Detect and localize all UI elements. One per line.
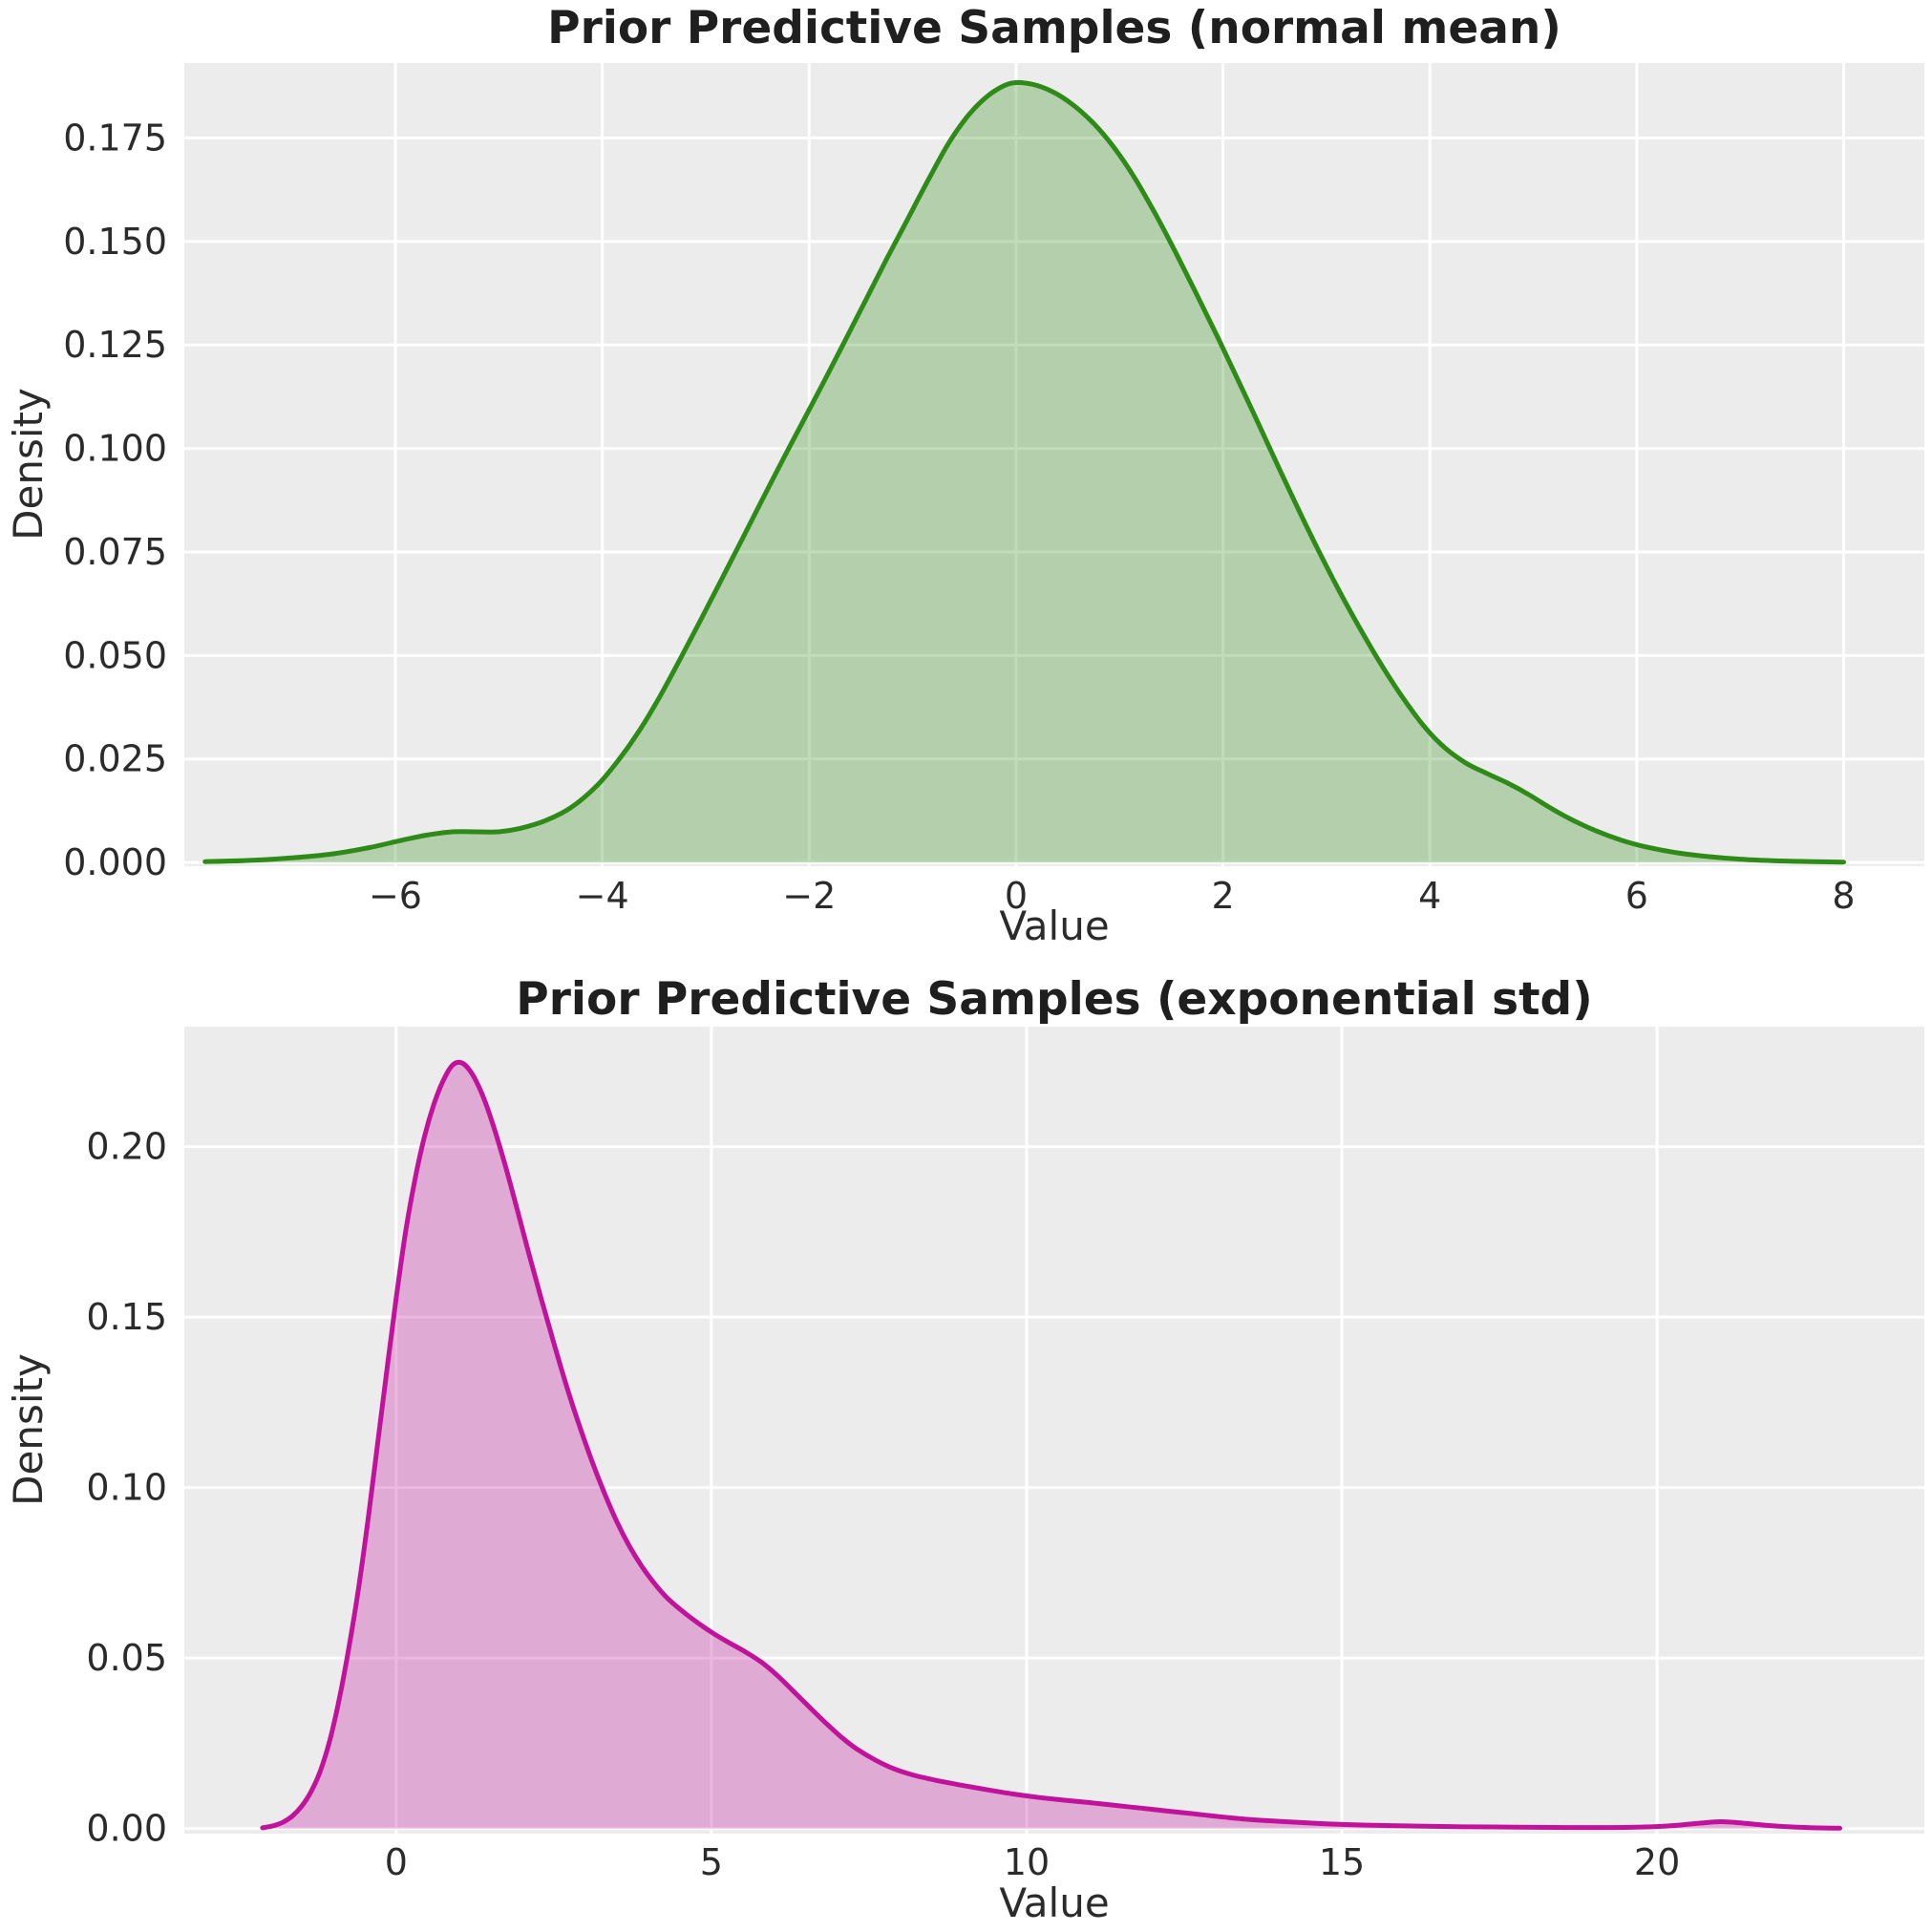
x-tick-label: −2 [782, 875, 836, 917]
y-tick-label: 0.000 [63, 841, 167, 883]
plot-layer-normal-mean: −6 −4 −2 0 2 4 6 8 0.000 0.025 0.050 0.075 0.100 0.12… [63, 63, 1924, 917]
y-tick-label: 0.050 [63, 634, 167, 676]
x-tick-label: 15 [1319, 1841, 1365, 1883]
x-axis-label: Value [999, 1879, 1109, 1926]
x-tick-label: 4 [1418, 875, 1441, 917]
y-tick-label: 0.20 [86, 1126, 167, 1168]
x-tick-label: 0 [385, 1841, 408, 1883]
plot-area [184, 63, 1924, 866]
x-tick-label: 2 [1211, 875, 1234, 917]
y-tick-label: 0.150 [63, 221, 167, 263]
y-tick-label: 0.15 [86, 1296, 167, 1338]
x-tick-label: −4 [576, 875, 629, 917]
y-tick-label: 0.10 [86, 1467, 167, 1509]
x-tick-label: 6 [1625, 875, 1648, 917]
y-tick-label: 0.00 [86, 1808, 167, 1850]
chart-prior-exponential-std: 0 5 10 15 20 0.00 0.05 0.10 0.15 0.20 Prior Predi… [5, 973, 1924, 1926]
plot-area [184, 1027, 1924, 1834]
y-axis-label: Density [5, 1353, 52, 1506]
chart-prior-normal-mean: −6 −4 −2 0 2 4 6 8 0.000 0.025 0.050 0.075 0.100 0.12… [5, 2, 1924, 949]
y-tick-label: 0.075 [63, 531, 167, 573]
density-curve [260, 1059, 1842, 1831]
x-tick-label: 8 [1832, 875, 1855, 917]
x-tick-label: 0 [1005, 875, 1028, 917]
y-tick-label: 0.100 [63, 428, 167, 470]
x-tick-label: 10 [1004, 1841, 1050, 1883]
y-tick-label: 0.175 [63, 117, 167, 159]
density-area [262, 1062, 1840, 1829]
density-area [204, 82, 1844, 863]
x-tick-label: 20 [1634, 1841, 1680, 1883]
y-tick-label: 0.025 [63, 738, 167, 780]
chart-title: Prior Predictive Samples (exponential st… [516, 973, 1592, 1026]
x-axis-label: Value [999, 902, 1109, 949]
x-tick-label: 5 [700, 1841, 723, 1883]
density-curve [202, 79, 1846, 865]
plot-layer-exponential-std: 0 5 10 15 20 0.00 0.05 0.10 0.15 0.20 [86, 1027, 1924, 1883]
chart-title: Prior Predictive Samples (normal mean) [547, 2, 1561, 54]
y-tick-label: 0.05 [86, 1637, 167, 1679]
y-axis-label: Density [5, 388, 52, 541]
y-tick-label: 0.125 [63, 324, 167, 366]
x-tick-label: −6 [369, 875, 422, 917]
